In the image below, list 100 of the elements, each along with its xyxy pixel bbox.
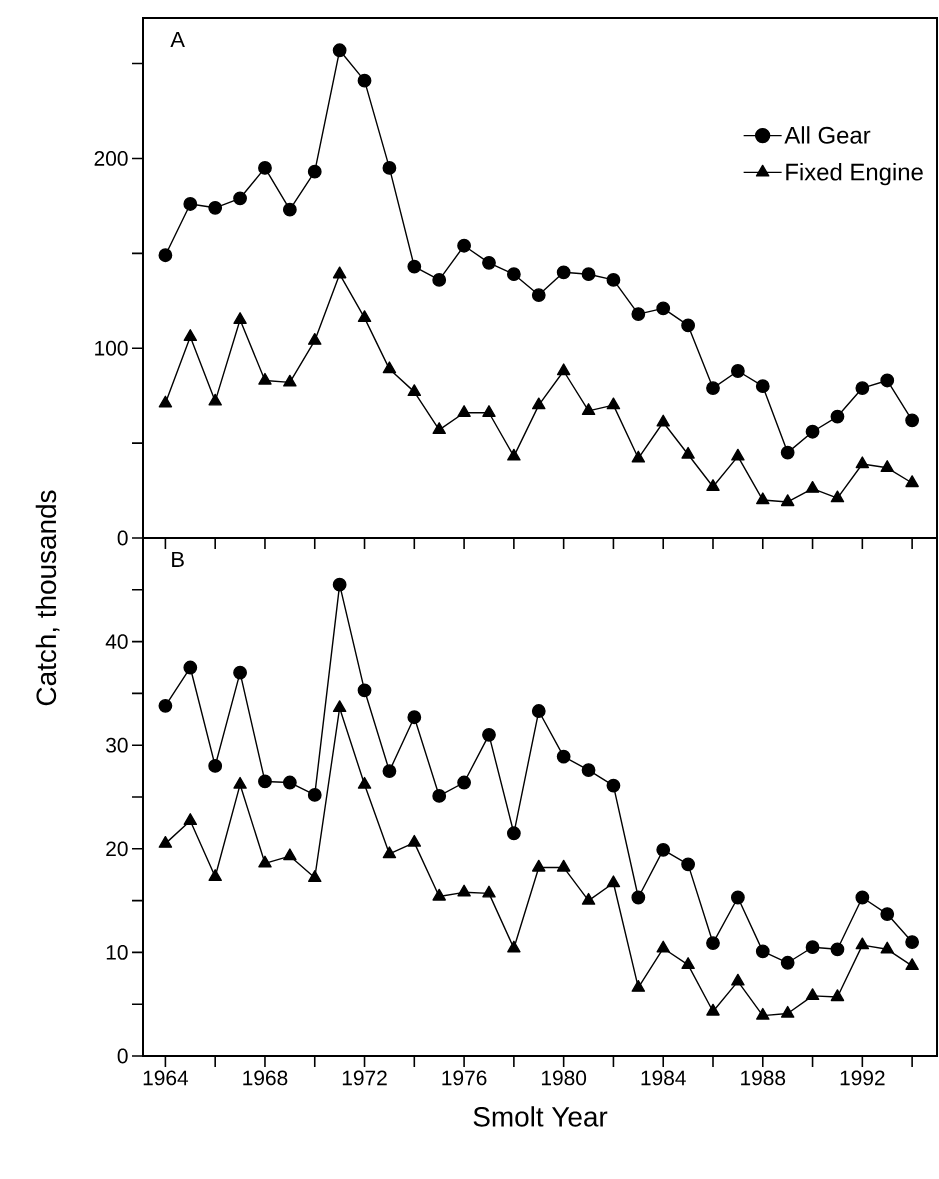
y-tick-label: 100 (95, 340, 128, 356)
point (880, 941, 894, 954)
point (432, 422, 446, 435)
y-tick-label: 0 (117, 530, 128, 546)
x-tick-label: 1988 (741, 1070, 786, 1086)
point (183, 197, 198, 211)
point (382, 846, 397, 859)
point (805, 988, 820, 1001)
point (482, 727, 496, 742)
point (706, 381, 720, 395)
point (656, 842, 671, 857)
point (357, 683, 372, 698)
point (382, 161, 397, 175)
annotation: B (172, 551, 184, 567)
point (258, 372, 272, 385)
point (830, 490, 845, 503)
point (307, 332, 322, 345)
point (357, 776, 372, 789)
point (730, 890, 745, 905)
point (855, 890, 870, 905)
x-tick-label: 1984 (641, 1070, 686, 1086)
annotation: A (170, 31, 185, 47)
point (432, 273, 447, 287)
point (183, 813, 198, 826)
point (432, 888, 446, 901)
point (905, 413, 920, 428)
point (407, 384, 422, 397)
point (656, 414, 670, 427)
x-tick-label: 1972 (342, 1070, 387, 1086)
point (556, 265, 571, 280)
point (805, 940, 820, 955)
x-tick-label: 1964 (143, 1070, 189, 1086)
point (432, 789, 447, 803)
point (730, 364, 745, 378)
point (656, 301, 671, 316)
point (507, 448, 521, 461)
y-tick-label: 0 (117, 1048, 128, 1064)
point (656, 940, 670, 953)
point (830, 942, 845, 957)
point (855, 381, 870, 395)
point (606, 397, 621, 410)
point (282, 202, 297, 217)
x-axis-title: Smolt Year (473, 1106, 608, 1127)
point (681, 957, 695, 970)
point (780, 494, 795, 507)
point (332, 266, 347, 279)
point (357, 310, 372, 323)
point (307, 870, 322, 883)
y-tick-label: 200 (94, 151, 128, 166)
point (258, 855, 272, 868)
point (208, 200, 223, 215)
point (780, 955, 795, 970)
x-tick-label: 1968 (243, 1070, 288, 1086)
point (880, 460, 894, 472)
point (407, 834, 422, 847)
point (183, 660, 198, 675)
point (581, 267, 596, 282)
point (307, 788, 322, 802)
point (208, 869, 222, 881)
point (756, 492, 770, 505)
point (706, 936, 720, 950)
point (208, 393, 222, 406)
point (531, 288, 546, 302)
point (382, 361, 397, 374)
point (880, 907, 895, 921)
point (855, 456, 870, 469)
point (506, 267, 521, 282)
point (158, 835, 173, 848)
point (756, 1007, 770, 1020)
point (531, 704, 546, 718)
point (158, 698, 173, 713)
point (830, 409, 845, 424)
point (731, 448, 745, 461)
point (556, 859, 571, 872)
point (581, 403, 596, 416)
point (681, 446, 695, 459)
y-tick-label: 20 (106, 841, 128, 857)
point (780, 1005, 795, 1018)
point (258, 774, 272, 789)
point (581, 763, 596, 777)
x-tick-label: 1976 (442, 1070, 487, 1086)
point (606, 875, 621, 888)
point (357, 73, 372, 88)
point (780, 445, 795, 460)
y-tick-label: 30 (106, 737, 128, 753)
point (233, 191, 247, 206)
point (905, 935, 920, 949)
point (382, 764, 397, 779)
x-tick-label: 1992 (840, 1070, 885, 1086)
point (332, 577, 347, 592)
point (332, 43, 347, 58)
point (855, 937, 870, 950)
point (283, 374, 297, 387)
y-tick-label: 40 (105, 634, 128, 650)
point (307, 164, 322, 179)
point (532, 859, 546, 872)
point (556, 749, 571, 764)
point (755, 379, 770, 394)
point (905, 958, 919, 971)
point (258, 161, 272, 175)
